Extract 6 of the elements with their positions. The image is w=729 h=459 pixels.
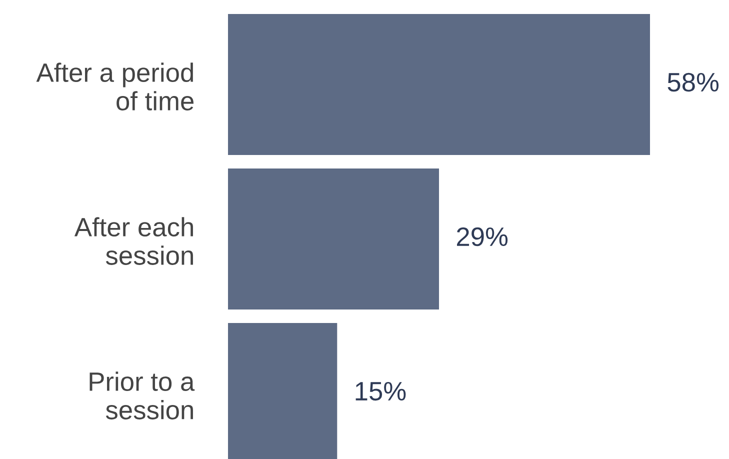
data-label: 29% <box>456 227 508 246</box>
y-tick-label: Prior to a session <box>90 372 195 420</box>
y-tick-label: After each session <box>74 217 193 265</box>
data-label: 58% <box>668 72 719 92</box>
y-tick-label: After a period of time <box>36 62 194 110</box>
data-label: 15% <box>356 382 406 401</box>
